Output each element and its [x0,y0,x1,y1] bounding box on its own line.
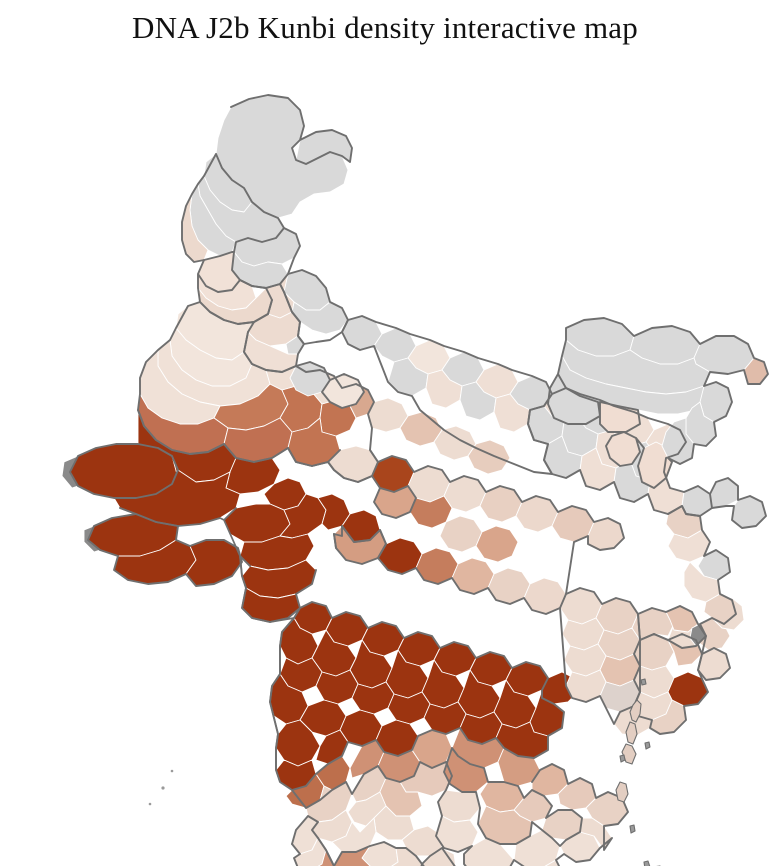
andaman-nicobar-islands[interactable] [615,678,671,866]
island-baratang[interactable] [619,754,626,763]
district-mp-s5[interactable] [440,516,482,552]
boundary-odisha [634,634,708,734]
islet-dot-3 [170,769,174,773]
coastline-west-east [120,508,294,782]
boundary-jk [231,95,352,164]
island-car-nicobar[interactable] [629,824,636,834]
boundary-gujarat-coast [70,444,242,586]
island-middle-andaman[interactable] [625,721,638,745]
india-choropleth-map[interactable] [0,52,770,866]
island-little-andaman[interactable] [615,781,629,803]
district-nellore[interactable] [518,860,562,866]
boundary-andhra [474,764,628,866]
islet-dot-2 [148,802,152,806]
boundary-sikkim-assam [710,478,766,528]
island-nancowry[interactable] [643,860,651,866]
island-south-andaman[interactable] [621,743,637,765]
boundary-telangana [444,748,582,846]
boundary-up [296,316,552,474]
state-boundary-overlay [70,95,768,866]
island-ritchie-1[interactable] [644,741,651,750]
island-small-1[interactable] [640,678,647,686]
region-group-northeast[interactable] [710,478,766,528]
india-map-svg[interactable] [0,52,770,866]
boundary-wb [668,506,736,680]
region-group-gujarat[interactable] [70,410,380,622]
region-group-madhya-pradesh[interactable] [328,398,624,614]
island-north-andaman[interactable] [629,699,642,723]
boundary-mp [334,450,624,614]
district-mp-s6[interactable] [476,526,518,562]
boundary-karnataka [292,762,474,866]
boundary-gujarat [138,410,416,518]
boundary-ne-outer [548,318,768,488]
district-pune[interactable] [316,670,358,704]
coastline-outline [120,508,294,782]
region-group-rajasthan[interactable] [138,302,374,466]
page-title: DNA J2b Kunbi density interactive map [132,10,638,45]
islet-dot-1 [161,786,165,790]
stray-islets [148,769,174,806]
district-saurashtra-se[interactable] [186,540,242,586]
region-group-maharashtra[interactable] [270,602,578,790]
